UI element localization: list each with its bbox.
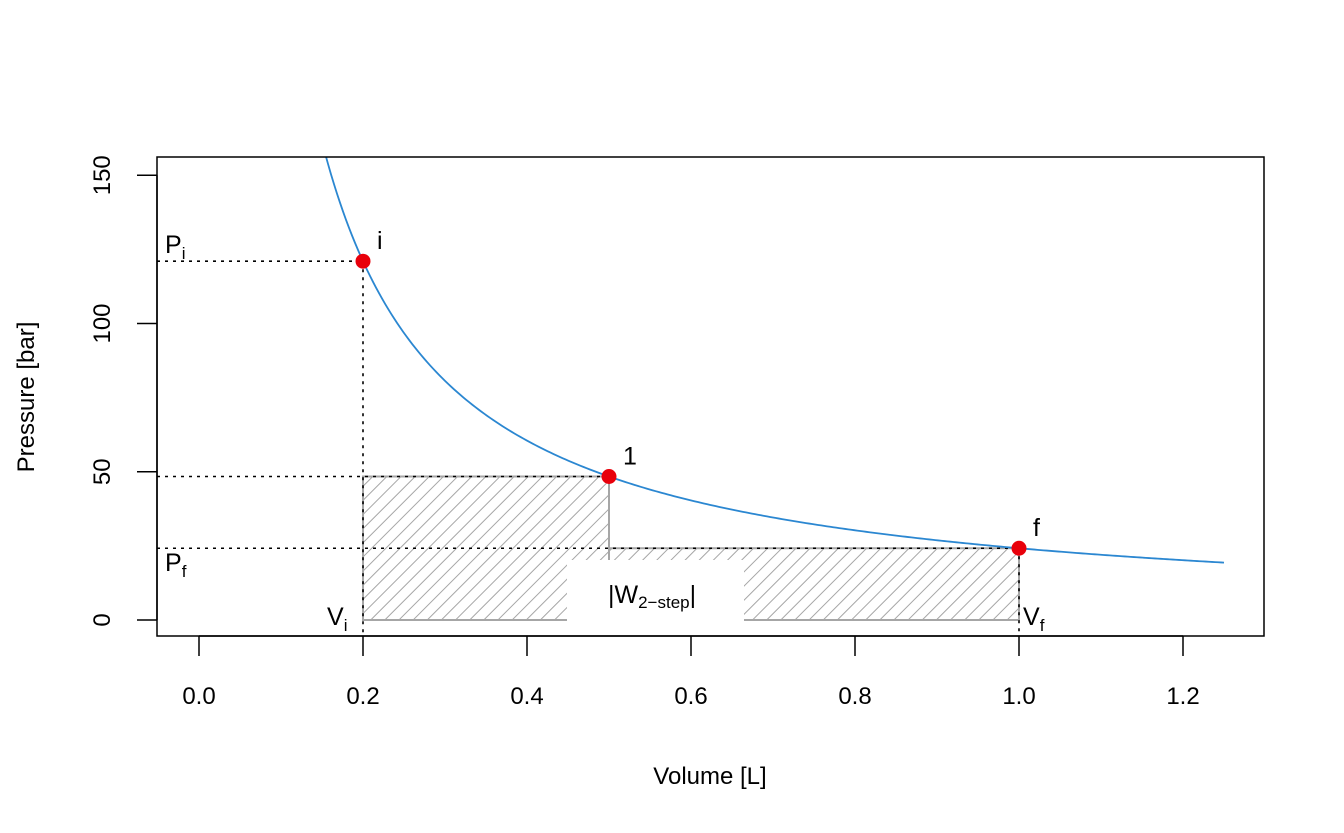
point-f — [1011, 540, 1027, 556]
p-f-main: P — [165, 549, 182, 577]
guide-lines — [157, 260, 1020, 636]
x-axis: 0.0 0.2 0.4 0.6 0.8 1.0 1.2 — [182, 635, 1200, 710]
v-i-main: V — [327, 603, 344, 631]
p-i-label: Pi — [165, 231, 185, 263]
x-tick-label: 0.4 — [510, 683, 543, 710]
work-label-main: |W — [608, 581, 638, 609]
point-label-1: 1 — [623, 442, 637, 470]
work-label-sub: 2−step — [638, 593, 690, 612]
x-axis-title: Volume [L] — [653, 763, 766, 790]
x-tick-label: 0.2 — [346, 683, 379, 710]
work-label: |W2−step| — [608, 581, 696, 612]
x-tick-label: 0.6 — [674, 683, 707, 710]
isotherm-curve — [325, 157, 1225, 564]
v-i-sub: i — [344, 616, 348, 635]
p-f-sub: f — [182, 562, 187, 581]
y-tick-label: 50 — [89, 458, 116, 485]
p-i-sub: i — [182, 244, 186, 263]
x-tick-label: 0.0 — [182, 683, 215, 710]
y-axis-title: Pressure [bar] — [13, 322, 40, 473]
point-1 — [601, 468, 617, 484]
p-i-main: P — [165, 231, 182, 259]
state-points: i 1 f — [355, 227, 1040, 556]
v-f-main: V — [1023, 603, 1040, 631]
y-tick-label: 150 — [89, 155, 116, 195]
x-tick-label: 0.8 — [838, 683, 871, 710]
x-tick-label: 1.0 — [1002, 683, 1035, 710]
point-i — [355, 253, 371, 269]
work-label-box — [567, 560, 744, 638]
v-f-label: Vf — [1023, 603, 1045, 635]
v-f-sub: f — [1040, 616, 1045, 635]
v-i-label: Vi — [327, 603, 347, 635]
point-label-f: f — [1033, 514, 1040, 542]
p-f-label: Pf — [165, 549, 187, 581]
work-label-end: | — [690, 581, 697, 609]
y-tick-label: 0 — [89, 613, 116, 626]
y-axis: 0 50 100 150 — [89, 155, 158, 627]
point-label-i: i — [377, 227, 383, 255]
y-tick-label: 100 — [89, 303, 116, 343]
x-tick-label: 1.2 — [1166, 683, 1199, 710]
